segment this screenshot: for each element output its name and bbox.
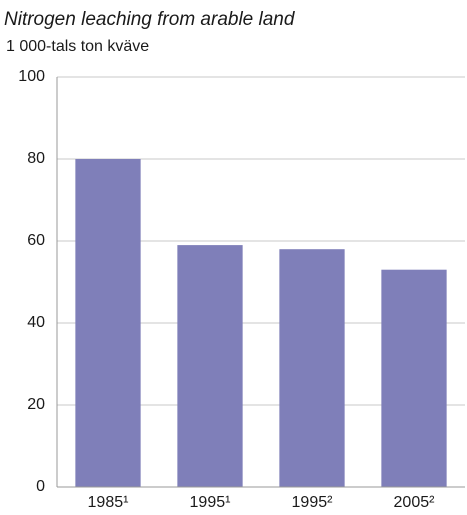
x-tick-label: 1995² xyxy=(292,494,334,511)
bar xyxy=(177,245,243,487)
y-tick-label: 40 xyxy=(27,314,45,331)
x-tick-label: 2005² xyxy=(394,494,436,511)
y-tick-label: 60 xyxy=(27,232,45,249)
bar xyxy=(381,269,447,487)
y-tick-label: 20 xyxy=(27,396,45,413)
y-tick-label: 80 xyxy=(27,150,45,167)
bar xyxy=(75,159,141,487)
bar xyxy=(279,249,345,487)
chart-subtitle: 1 000-tals ton kväve xyxy=(6,38,149,55)
y-tick-label: 100 xyxy=(18,68,45,85)
chart-title: Nitrogen leaching from arable land xyxy=(4,9,296,30)
x-tick-label: 1985¹ xyxy=(88,494,129,511)
y-tick-label: 0 xyxy=(36,478,45,495)
x-tick-label: 1995¹ xyxy=(190,494,231,511)
